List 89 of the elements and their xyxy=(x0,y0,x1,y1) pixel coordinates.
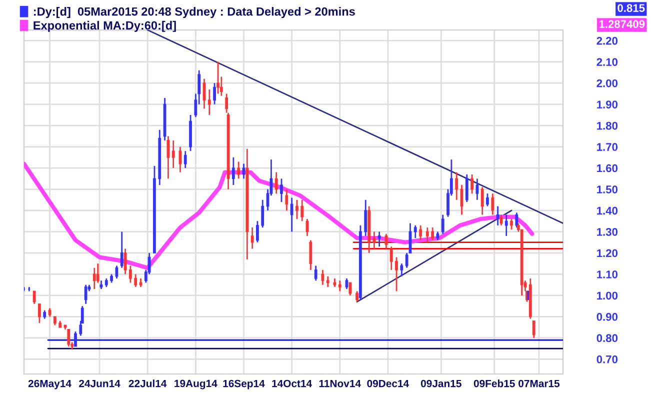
candlestick xyxy=(395,256,398,292)
x-tick-label: 09Dec14 xyxy=(367,380,409,388)
x-tick-label: 09Jan15 xyxy=(420,380,462,388)
x-tick-label: 16Sep14 xyxy=(223,380,265,390)
candlestick xyxy=(510,218,513,230)
candlestick xyxy=(225,93,228,114)
candlestick xyxy=(256,220,259,244)
candlestick xyxy=(213,82,216,106)
candlestick xyxy=(372,231,376,250)
candlestick xyxy=(285,188,288,212)
candlestick xyxy=(184,150,187,169)
y-tick-label: 1.30 xyxy=(597,228,618,236)
candlestick xyxy=(295,199,298,220)
y-tick-label: 1.90 xyxy=(597,100,618,108)
candlestick xyxy=(67,328,70,348)
candlestick xyxy=(356,290,358,302)
candlestick xyxy=(216,61,220,94)
x-tick-label: 22Jul14 xyxy=(128,380,167,388)
x-tick-label: 09Feb15 xyxy=(474,380,515,388)
candlestick xyxy=(515,212,518,228)
candlestick xyxy=(166,135,170,180)
candlestick xyxy=(242,163,246,180)
y-tick-label: 1.40 xyxy=(597,206,618,215)
candlestick xyxy=(364,199,368,237)
candlestick xyxy=(426,226,429,244)
candlestick xyxy=(441,214,444,235)
text: 0.815 xyxy=(618,4,645,12)
candlestick xyxy=(274,172,278,194)
candlestick xyxy=(232,156,235,186)
candlestick xyxy=(378,231,381,248)
candlestick xyxy=(120,231,124,269)
candlestick xyxy=(172,140,175,169)
y-tick-label: 2.20 xyxy=(596,36,618,45)
candlestick xyxy=(314,265,318,282)
candlestick xyxy=(465,174,468,203)
candlestick xyxy=(345,278,348,290)
candlestick xyxy=(400,262,404,278)
candlestick xyxy=(208,88,211,116)
candlestick xyxy=(92,267,96,290)
candlestick xyxy=(491,192,494,216)
candlestick xyxy=(309,240,312,271)
y-tick-label: 2.00 xyxy=(596,79,618,88)
candlestick xyxy=(38,303,41,324)
y-tick-label: 1.00 xyxy=(597,292,618,300)
candlestick xyxy=(280,178,283,203)
candlestick xyxy=(455,172,458,201)
y-tick-label: 0.80 xyxy=(596,334,618,342)
y-tick-label: 1.60 xyxy=(597,164,618,172)
candlestick xyxy=(250,226,254,250)
x-tick-label: 07Mar15 xyxy=(518,380,560,388)
y-tick-label: 1.70 xyxy=(597,143,618,151)
y-tick-label: 1.80 xyxy=(597,122,618,130)
text: 1.287409 xyxy=(599,20,645,28)
candlestick xyxy=(486,192,489,207)
y-tick-label: 1.10 xyxy=(597,270,618,278)
candlestick xyxy=(128,265,132,284)
x-tick-label: 24Jun14 xyxy=(79,380,120,388)
y-tick-label: 1.50 xyxy=(597,186,618,194)
x-tick-label: 11Nov14 xyxy=(319,380,361,388)
candlestick xyxy=(384,233,388,250)
x-tick-label: 26May14 xyxy=(28,380,72,390)
candlestick xyxy=(419,224,422,241)
candlestick xyxy=(476,178,479,201)
candlestick xyxy=(300,199,304,222)
candlestick xyxy=(390,246,393,271)
x-tick-label: 19Aug14 xyxy=(174,380,218,390)
y-tick-label: 1.20 xyxy=(597,249,618,258)
candlestick xyxy=(96,262,100,284)
candlestick xyxy=(532,320,536,339)
legend-label: Exponential MA:Dy:60:[d] xyxy=(34,20,176,32)
candlestick xyxy=(326,276,330,288)
y-tick-label: 0.90 xyxy=(596,312,618,321)
candlestick xyxy=(261,199,264,228)
candlestick xyxy=(134,274,138,288)
candlestick xyxy=(348,282,352,296)
candlestick xyxy=(470,174,474,194)
candlestick xyxy=(504,214,508,237)
candlestick xyxy=(480,186,484,216)
candlestick xyxy=(414,224,417,239)
candlestick xyxy=(431,226,434,241)
candlestick xyxy=(115,265,118,280)
candlestick xyxy=(237,160,240,180)
x-tick-label: 14Oct14 xyxy=(272,380,312,388)
candlestick xyxy=(74,330,77,348)
legend-label: :Dy:[d] 05Mar2015 20:48 Sydney : Data Delayed > 20mins xyxy=(34,7,355,18)
candlestick xyxy=(338,280,342,292)
y-tick-label: 2.10 xyxy=(596,58,618,66)
candlestick xyxy=(321,269,324,286)
y-tick-label: 0.70 xyxy=(596,355,618,364)
